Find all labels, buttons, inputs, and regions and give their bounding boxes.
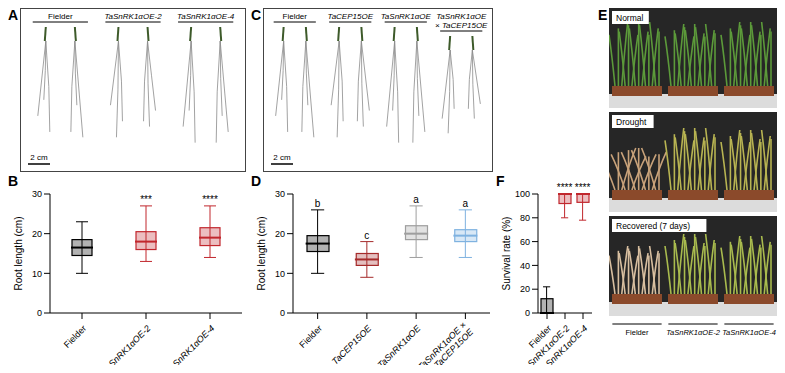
svg-text:Recovered (7 days): Recovered (7 days) [616,221,690,231]
svg-text:a: a [463,198,469,209]
svg-text:30: 30 [32,189,42,199]
svg-text:40: 40 [520,261,530,271]
svg-text:c: c [364,230,369,241]
svg-text:b: b [315,198,321,209]
svg-text:****: **** [557,182,573,193]
svg-text:Normal: Normal [616,13,644,23]
svg-text:0: 0 [280,308,285,318]
svg-text:TaSnRK1αOE: TaSnRK1αOE [381,12,432,21]
svg-text:****: **** [575,182,591,193]
svg-text:30: 30 [275,189,285,199]
svg-text:0: 0 [37,308,42,318]
svg-text:Fielder: Fielder [626,328,649,337]
svg-text:TaSnRK1αOE-4: TaSnRK1αOE-4 [537,323,590,365]
svg-text:****: **** [202,194,218,205]
svg-text:80: 80 [520,213,530,223]
html-text:A: A [8,7,19,23]
svg-text:2 cm: 2 cm [273,153,291,162]
svg-text:20: 20 [520,284,530,294]
html-text:C: C [251,7,262,23]
svg-text:TaCEP15OE: TaCEP15OE [327,12,373,21]
html-text:E: E [598,7,608,23]
svg-text:TaSnRK1αOE-2: TaSnRK1αOE-2 [104,12,162,21]
svg-text:20: 20 [32,229,42,239]
svg-text:Root length (cm): Root length (cm) [256,217,267,291]
html-text:F: F [496,173,505,189]
svg-text:TaSnRK1αOE-4: TaSnRK1αOE-4 [164,323,217,365]
svg-text:TaSnRK1αOE-4: TaSnRK1αOE-4 [177,12,235,21]
svg-text:Fielder: Fielder [62,323,89,350]
html-text:B: B [8,173,19,189]
svg-text:Fielder: Fielder [297,323,324,350]
html-text:D: D [251,173,262,189]
svg-text:0: 0 [525,308,530,318]
svg-text:10: 10 [275,269,285,279]
svg-text:Fielder: Fielder [526,323,554,350]
svg-text:Fielder: Fielder [48,12,73,21]
svg-text:TaCEP15OE: TaCEP15OE [330,323,374,365]
svg-text:60: 60 [520,237,530,247]
svg-text:20: 20 [275,229,285,239]
svg-text:TaSnRK1αOE: TaSnRK1αOE [376,323,424,365]
svg-text:TaSnRK1αOE ×TaCEP15OE: TaSnRK1αOE ×TaCEP15OE [416,319,476,365]
svg-text:100: 100 [515,189,530,199]
svg-text:2 cm: 2 cm [30,153,48,162]
svg-text:TaSnRK1αOE-2: TaSnRK1αOE-2 [666,328,720,337]
svg-text:Fielder: Fielder [283,12,308,21]
svg-text:Drought: Drought [616,117,647,127]
svg-text:Root length (cm): Root length (cm) [13,217,24,291]
svg-text:TaSnRK1αOE-2: TaSnRK1αOE-2 [100,323,153,365]
svg-text:Survival rate (%): Survival rate (%) [501,217,512,291]
svg-text:***: *** [140,194,152,205]
svg-text:10: 10 [32,269,42,279]
svg-text:TaSnRK1αOE-4: TaSnRK1αOE-4 [722,328,776,337]
svg-text:TaSnRK1αOE× TaCEP15OE: TaSnRK1αOE× TaCEP15OE [435,12,488,30]
svg-text:a: a [413,194,419,205]
